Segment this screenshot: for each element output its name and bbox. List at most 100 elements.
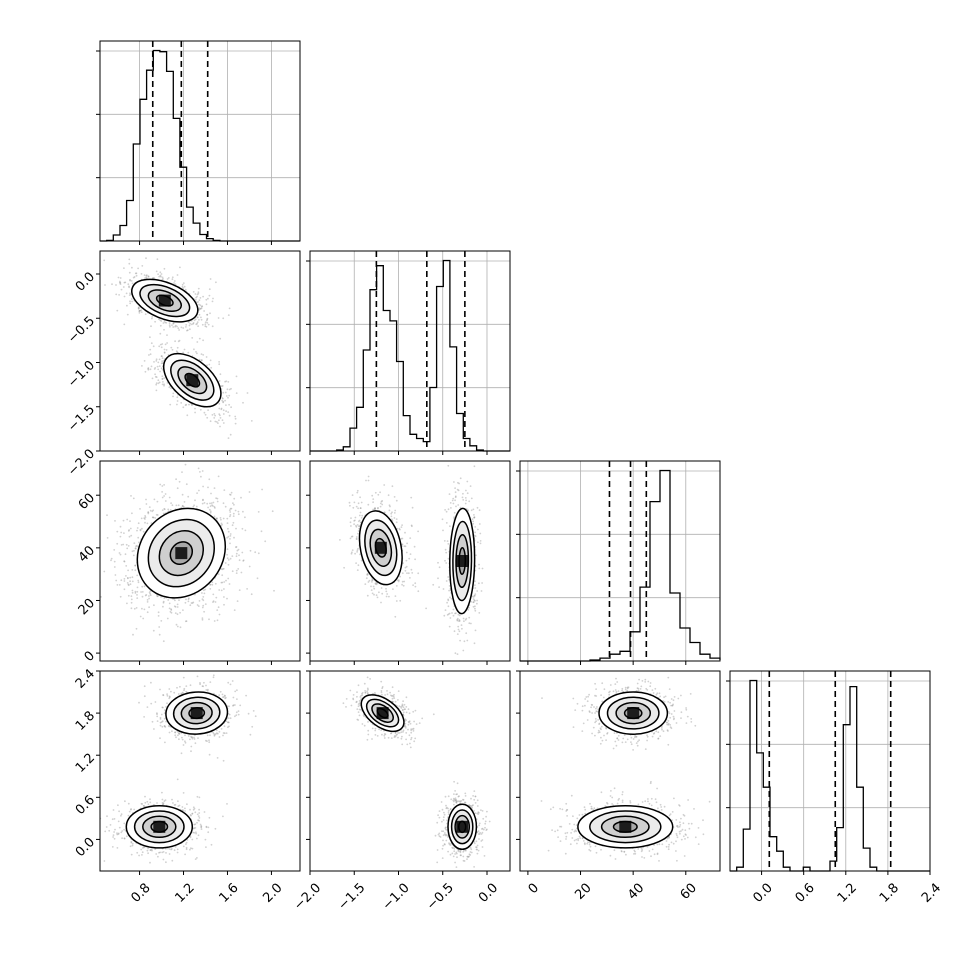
scatter-point [358,527,360,530]
scatter-point [353,523,355,526]
scatter-point [126,313,129,316]
scatter-point [447,508,450,511]
scatter-point [120,531,123,534]
scatter-point [174,324,177,327]
scatter-point [148,591,151,594]
scatter-point [153,368,156,370]
scatter-point [481,567,484,570]
scatter-point [201,305,204,308]
scatter-point [202,354,205,356]
scatter-point [192,322,195,324]
scatter-point [193,504,196,507]
scatter-point [160,346,163,349]
scatter-point [188,403,190,406]
scatter-point [177,327,180,330]
scatter-point [459,639,461,642]
scatter-point [171,276,174,279]
scatter-point [221,523,224,526]
scatter-point [125,575,127,577]
scatter-point [154,320,157,323]
scatter-point [164,500,167,502]
scatter-point [163,348,166,351]
scatter-point [152,516,154,519]
scatter-point [159,724,162,727]
scatter-point [443,614,446,617]
scatter-point [179,266,181,269]
scatter-point [161,360,164,363]
scatter-point [143,360,146,362]
scatter-point [176,346,179,349]
scatter-point [142,617,145,620]
scatter-point [191,337,194,339]
scatter-point [133,276,136,278]
scatter-point [148,506,151,508]
scatter-point [447,613,450,615]
scatter-point [113,549,116,551]
scatter-point [201,359,203,362]
scatter-point [145,275,148,277]
scatter-point [405,565,408,568]
scatter-point [196,316,199,319]
scatter-point [470,509,473,512]
scatter-point [149,592,152,595]
scatter-point [378,591,380,594]
scatter-point [137,306,140,309]
scatter-point [134,564,137,567]
scatter-point [161,383,164,386]
scatter-point [227,527,229,530]
scatter-point [462,499,465,501]
scatter-point [202,499,204,502]
contour-line [162,352,222,408]
scatter-point [212,600,215,602]
scatter-point [381,500,384,502]
scatter-point [156,514,159,516]
scatter-point [373,593,375,596]
scatter-point [168,697,171,700]
scatter-point [350,552,353,555]
scatter-point [366,594,369,597]
scatter-point [209,510,212,513]
scatter-point [161,375,164,378]
scatter-point [209,588,212,590]
scatter-point [182,351,185,354]
scatter-point [155,389,158,392]
scatter-point [221,419,224,422]
scatter-point [227,563,230,566]
scatter-point [358,525,361,528]
scatter-point [359,496,361,499]
scatter-point [159,483,162,486]
scatter-point [226,517,229,520]
scatter-point [202,685,205,688]
scatter-point [153,361,155,363]
scatter-point [198,299,201,301]
scatter-point [350,517,352,519]
scatter-point [185,483,188,486]
scatter-point [168,688,171,690]
scatter-point [171,348,174,351]
scatter-point [128,285,130,288]
scatter-point [399,528,401,531]
scatter-point [235,552,238,555]
scatter-point [232,515,235,517]
scatter-point [154,375,157,378]
scatter-point [230,507,233,510]
scatter-point [377,493,380,496]
scatter-point [355,536,358,538]
scatter-point [222,422,225,424]
scatter-point [176,625,179,628]
contour-line [136,507,227,599]
scatter-point [120,544,123,546]
scatter-point [401,524,403,526]
scatter-point [367,475,370,478]
scatter-point [182,287,185,289]
scatter-point [217,317,220,319]
scatter-point [476,506,479,509]
scatter-point [189,322,192,325]
scatter-point [458,482,460,485]
scatter-point [196,295,198,298]
scatter-point [174,606,177,608]
scatter-point [409,537,412,539]
scatter-point [455,612,457,615]
scatter-point [198,303,200,306]
scatter-point [470,497,473,500]
